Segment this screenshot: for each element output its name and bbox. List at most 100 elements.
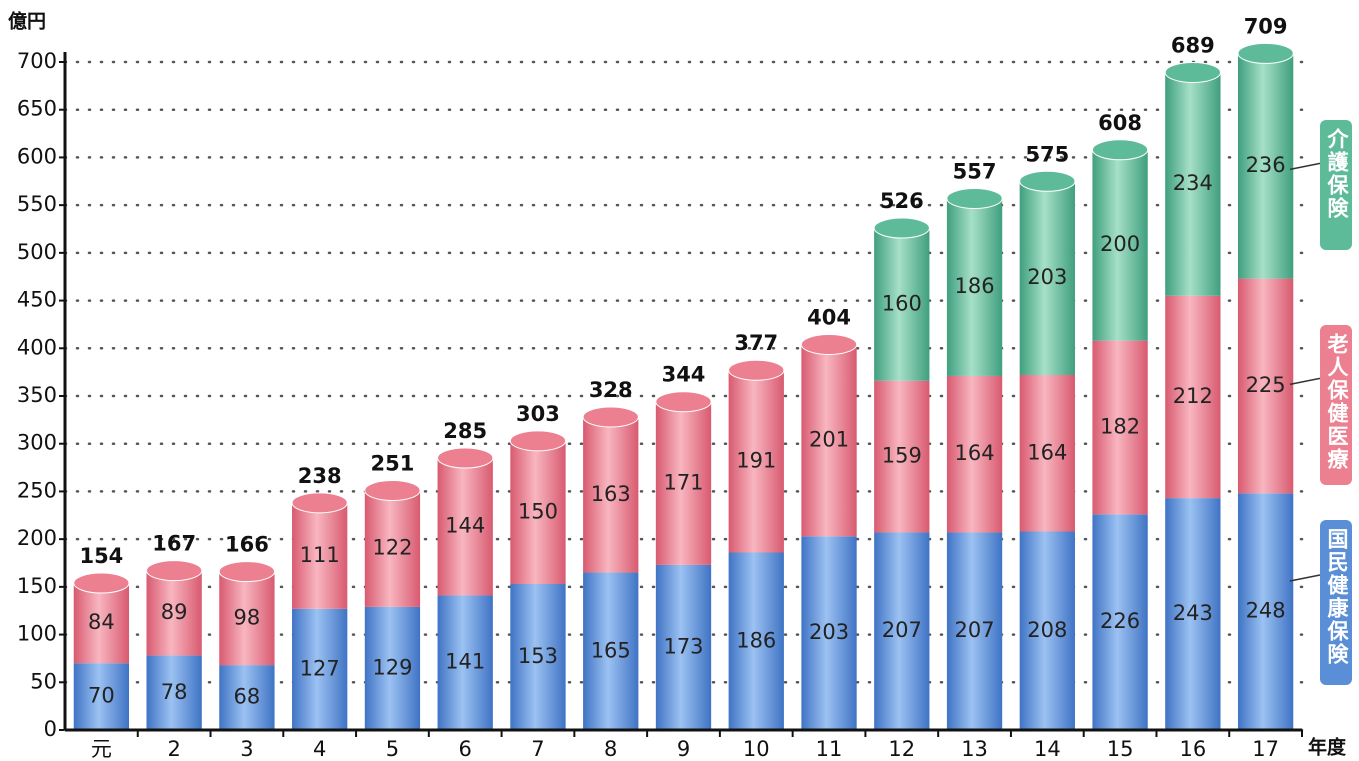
bar-segment <box>583 572 639 730</box>
bar-cap <box>946 187 1003 209</box>
x-tick-label: 17 <box>1252 737 1279 761</box>
x-tick-label: 13 <box>961 737 988 761</box>
legend-pointer <box>1289 162 1321 171</box>
bar-segment <box>1092 149 1148 341</box>
segment-label: 159 <box>882 444 922 468</box>
total-label: 328 <box>589 378 633 402</box>
total-label: 709 <box>1244 14 1288 38</box>
bar-segment <box>946 375 1003 533</box>
total-label: 251 <box>371 451 415 475</box>
bar-segment <box>801 536 857 730</box>
total-label: 238 <box>298 464 342 488</box>
segment-label: 208 <box>1027 618 1067 642</box>
segment-label: 201 <box>809 427 849 451</box>
bar-segment <box>1165 498 1221 730</box>
segment-label: 226 <box>1100 609 1140 633</box>
y-tick-label: 700 <box>17 49 57 73</box>
x-tick-label: 3 <box>240 737 253 761</box>
legend-label: 国民健康保険 <box>1325 528 1350 666</box>
y-tick-label: 50 <box>30 669 57 693</box>
y-tick-label: 0 <box>44 717 57 741</box>
bar-cap <box>655 391 712 413</box>
bar-segment <box>946 532 1003 730</box>
total-label: 575 <box>1025 142 1069 166</box>
bar-cap <box>145 560 203 582</box>
segment-label: 234 <box>1173 171 1213 195</box>
segment-label: 173 <box>663 634 703 658</box>
segment-label: 144 <box>445 514 485 538</box>
bar-cap <box>218 561 276 583</box>
x-tick-label: 元 <box>91 737 112 761</box>
segment-label: 225 <box>1246 373 1286 397</box>
bar-segment <box>73 583 130 664</box>
bar-segment <box>874 228 930 381</box>
bar-segment <box>292 608 348 730</box>
segment-label: 129 <box>372 655 412 679</box>
total-label: 526 <box>880 189 924 213</box>
bar-segment <box>1165 72 1221 296</box>
x-tick-label: 2 <box>167 737 180 761</box>
segment-label: 70 <box>88 684 115 708</box>
bar-segment <box>1165 295 1221 499</box>
segment-label: 98 <box>234 605 261 629</box>
x-tick-label: 4 <box>313 737 326 761</box>
bar-segment <box>219 571 275 666</box>
segment-label: 164 <box>955 441 995 465</box>
bar-segment <box>946 198 1003 376</box>
segment-label: 84 <box>88 610 115 634</box>
segment-label: 141 <box>445 650 485 674</box>
total-label: 303 <box>516 402 560 426</box>
segment-label: 150 <box>518 499 558 523</box>
y-tick-label: 500 <box>17 240 57 264</box>
bar-segment <box>73 663 130 730</box>
bar-cap <box>1164 61 1222 83</box>
segment-label: 207 <box>882 618 922 642</box>
bar-segment <box>437 458 493 596</box>
x-tick-label: 5 <box>386 737 399 761</box>
y-tick-label: 200 <box>17 526 57 550</box>
y-tick-label: 450 <box>17 288 57 312</box>
bar-segment <box>655 564 712 730</box>
total-label: 377 <box>734 331 778 355</box>
x-tick-label: 8 <box>604 737 617 761</box>
segment-label: 111 <box>300 543 340 567</box>
segment-label: 163 <box>591 482 631 506</box>
bar-segment <box>510 583 566 730</box>
x-tick-label: 15 <box>1107 737 1134 761</box>
total-label: 154 <box>79 544 123 568</box>
total-label: 557 <box>953 159 997 183</box>
total-label: 608 <box>1098 111 1142 135</box>
segment-label: 186 <box>736 628 776 652</box>
bar-cap <box>437 447 494 469</box>
y-axis-label: 億円 <box>8 10 46 33</box>
segment-label: 203 <box>809 620 849 644</box>
bar-segment <box>146 570 202 656</box>
bar-segment <box>583 416 639 573</box>
legend-label: 老人保健医療 <box>1325 333 1350 471</box>
segment-label: 212 <box>1173 384 1213 408</box>
bar-segment <box>437 595 493 730</box>
bar-segment <box>219 665 275 730</box>
segment-label: 186 <box>955 274 995 298</box>
total-label: 167 <box>152 532 196 556</box>
legend-pointer <box>1289 377 1321 386</box>
bar-segment <box>1019 531 1075 730</box>
segment-label: 203 <box>1027 265 1067 289</box>
segment-label: 207 <box>955 618 995 642</box>
bar-cap <box>1091 139 1149 161</box>
segment-label: 171 <box>663 470 703 494</box>
x-tick-label: 14 <box>1034 737 1061 761</box>
segment-label: 122 <box>372 536 412 560</box>
segment-label: 200 <box>1100 232 1140 256</box>
legend-box <box>1320 520 1352 685</box>
bar-segment <box>874 532 930 730</box>
y-tick-label: 100 <box>17 622 57 646</box>
bar-segment <box>1019 181 1075 376</box>
bar-segment <box>146 655 202 730</box>
segment-label: 127 <box>300 656 340 680</box>
bar-cap <box>1019 170 1076 192</box>
bar-segment <box>292 502 348 609</box>
legend-label: 介護保険 <box>1325 127 1350 220</box>
total-label: 689 <box>1171 33 1215 57</box>
